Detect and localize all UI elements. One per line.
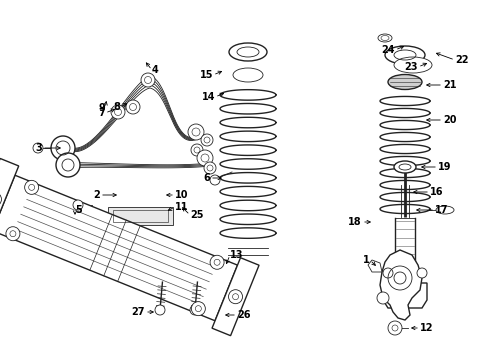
Circle shape	[191, 302, 205, 316]
Text: 15: 15	[199, 70, 213, 80]
Circle shape	[376, 292, 388, 304]
Text: 21: 21	[442, 80, 456, 90]
Ellipse shape	[228, 43, 266, 61]
Text: 7: 7	[98, 108, 105, 118]
Circle shape	[191, 144, 203, 156]
Circle shape	[190, 305, 200, 315]
Circle shape	[203, 162, 216, 174]
Circle shape	[416, 268, 426, 278]
Text: 8: 8	[113, 102, 120, 112]
Text: 1: 1	[363, 255, 369, 265]
Text: 12: 12	[419, 323, 433, 333]
Ellipse shape	[387, 75, 421, 90]
Text: 10: 10	[175, 190, 188, 200]
Bar	[108, 207, 173, 225]
Text: 5: 5	[75, 205, 81, 215]
Ellipse shape	[393, 161, 415, 173]
Ellipse shape	[232, 68, 263, 82]
Circle shape	[6, 227, 20, 241]
Ellipse shape	[393, 57, 431, 73]
Text: 11: 11	[175, 202, 188, 212]
Text: 19: 19	[437, 162, 450, 172]
Text: 2: 2	[93, 190, 100, 200]
Circle shape	[126, 100, 140, 114]
Text: 14: 14	[201, 92, 215, 102]
Circle shape	[209, 175, 220, 185]
Polygon shape	[367, 260, 381, 272]
Circle shape	[197, 150, 213, 166]
Polygon shape	[0, 175, 237, 321]
Circle shape	[141, 73, 155, 87]
Text: 18: 18	[347, 217, 361, 227]
Circle shape	[387, 321, 401, 335]
Circle shape	[228, 290, 242, 304]
Text: 25: 25	[190, 210, 203, 220]
Text: 23: 23	[404, 62, 417, 72]
Text: 13: 13	[229, 250, 243, 260]
Circle shape	[201, 134, 213, 146]
Ellipse shape	[435, 206, 453, 214]
Text: 4: 4	[152, 65, 159, 75]
Text: 9: 9	[98, 103, 105, 113]
Polygon shape	[382, 283, 426, 308]
Circle shape	[33, 143, 43, 153]
Circle shape	[56, 153, 80, 177]
Polygon shape	[379, 250, 421, 320]
Circle shape	[210, 255, 224, 269]
Text: 24: 24	[381, 45, 394, 55]
Text: 16: 16	[429, 187, 443, 197]
Circle shape	[187, 124, 203, 140]
Circle shape	[51, 136, 75, 160]
Circle shape	[111, 105, 125, 119]
Text: 17: 17	[434, 205, 447, 215]
Circle shape	[382, 268, 392, 278]
Text: 27: 27	[131, 307, 145, 317]
Ellipse shape	[377, 34, 391, 42]
Polygon shape	[212, 258, 259, 336]
Circle shape	[73, 200, 83, 210]
Text: 6: 6	[203, 173, 209, 183]
Bar	[113, 210, 168, 222]
Text: 3: 3	[35, 143, 42, 153]
Circle shape	[155, 305, 164, 315]
Circle shape	[0, 192, 1, 206]
Circle shape	[24, 180, 39, 194]
Polygon shape	[0, 158, 19, 240]
Text: 22: 22	[454, 55, 468, 65]
Text: 20: 20	[442, 115, 456, 125]
Ellipse shape	[384, 46, 424, 64]
Text: 26: 26	[237, 310, 250, 320]
